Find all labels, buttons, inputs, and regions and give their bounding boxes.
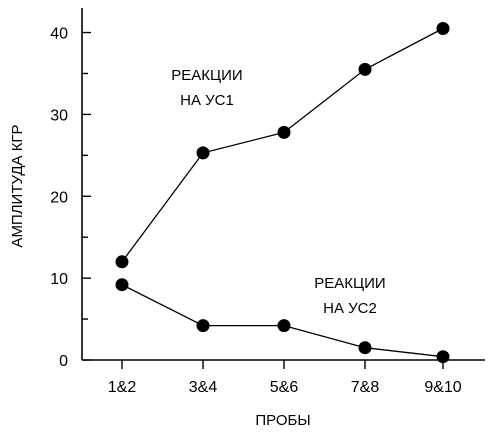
- x-tick-label-5: 9&10: [424, 379, 461, 396]
- series-1-point-2: [196, 146, 210, 160]
- x-tick-label-2: 3&4: [189, 379, 218, 396]
- series-1-point-4: [358, 62, 372, 76]
- series-1-point-3: [277, 125, 291, 139]
- x-axis-title: ПРОБЫ: [255, 412, 310, 429]
- series-2-point-5: [436, 350, 450, 364]
- y-tick-label-10: 10: [50, 271, 68, 288]
- x-tick-label-4: 7&8: [351, 379, 380, 396]
- y-tick-label-30: 30: [50, 107, 68, 124]
- series-1-point-1: [115, 255, 129, 269]
- y-ticks: 0 10 20 30 40: [50, 26, 91, 370]
- annotation-us1: РЕАКЦИИ НА УС1: [171, 67, 242, 109]
- x-ticks: 1&2 3&4 5&6 7&8 9&10: [108, 360, 462, 396]
- annotation-us2: РЕАКЦИИ НА УС2: [314, 275, 385, 317]
- annotation-us1-line1: РЕАКЦИИ: [171, 67, 242, 84]
- annotation-us2-line1: РЕАКЦИИ: [314, 275, 385, 292]
- series-2-point-4: [358, 341, 372, 355]
- series-2-point-3: [277, 319, 291, 333]
- annotation-us1-line2: НА УС1: [180, 92, 234, 109]
- y-tick-label-20: 20: [50, 189, 68, 206]
- y-axis-title: АМПЛИТУДА КГР: [9, 124, 26, 247]
- x-tick-label-1: 1&2: [108, 379, 137, 396]
- series-2-point-2: [196, 319, 210, 333]
- series-group: [115, 22, 450, 364]
- series-1-line: [121, 27, 444, 263]
- x-tick-label-3: 5&6: [270, 379, 299, 396]
- series-2-point-1: [115, 278, 129, 292]
- chart-axes: [81, 8, 485, 361]
- series-1-point-5: [436, 22, 450, 35]
- annotation-us2-line2: НА УС2: [323, 300, 377, 317]
- y-tick-label-40: 40: [50, 26, 68, 43]
- y-tick-label-0: 0: [59, 353, 68, 370]
